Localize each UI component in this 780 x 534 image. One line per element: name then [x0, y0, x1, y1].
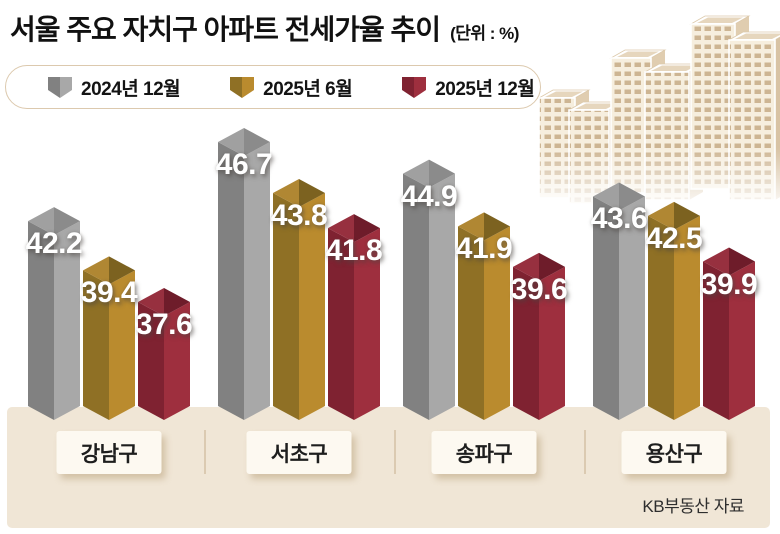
legend-item: 2024년 12월: [48, 74, 181, 101]
value-label: 41.8: [325, 234, 383, 268]
legend-cube-icon: [230, 76, 255, 98]
group-divider: [394, 430, 396, 474]
value-label: 43.8: [270, 198, 328, 232]
legend: 2024년 12월 2025년 6월 2025년 12월: [5, 65, 541, 109]
legend-cube-icon: [402, 76, 427, 98]
value-label: 41.9: [455, 232, 513, 266]
value-label: 39.4: [80, 276, 138, 310]
district-label-서초구: 서초구: [246, 431, 352, 474]
value-label: 43.6: [590, 202, 648, 236]
value-label: 44.9: [400, 179, 458, 213]
value-label: 46.7: [215, 148, 273, 181]
legend-item: 2025년 6월: [230, 74, 353, 101]
legend-item: 2025년 12월: [402, 74, 535, 101]
page-title: 서울 주요 자치구 아파트 전세가율 추이: [10, 14, 441, 45]
group-divider: [204, 430, 206, 474]
bar-face: [244, 142, 270, 420]
value-label: 42.5: [645, 221, 703, 255]
title-row: 서울 주요 자치구 아파트 전세가율 추이 (단위 : %): [10, 8, 519, 48]
group-divider: [584, 430, 586, 474]
value-label: 39.6: [510, 272, 568, 306]
legend-label: 2024년 12월: [81, 78, 181, 100]
legend-cube-icon: [48, 76, 72, 98]
district-label-용산구: 용산구: [621, 431, 727, 474]
district-label-송파구: 송파구: [431, 431, 537, 474]
apartment-buildings-illustration: [533, 15, 780, 211]
legend-label: 2025년 6월: [263, 78, 353, 100]
bar-face: [218, 142, 244, 420]
value-label: 39.9: [700, 267, 758, 301]
value-label: 37.6: [135, 307, 193, 341]
value-label: 42.2: [25, 227, 83, 261]
district-label-강남구: 강남구: [56, 431, 162, 474]
title-unit: (단위 : %): [450, 24, 519, 43]
legend-label: 2025년 12월: [435, 78, 535, 100]
source-credit: KB부동산 자료: [642, 497, 744, 516]
